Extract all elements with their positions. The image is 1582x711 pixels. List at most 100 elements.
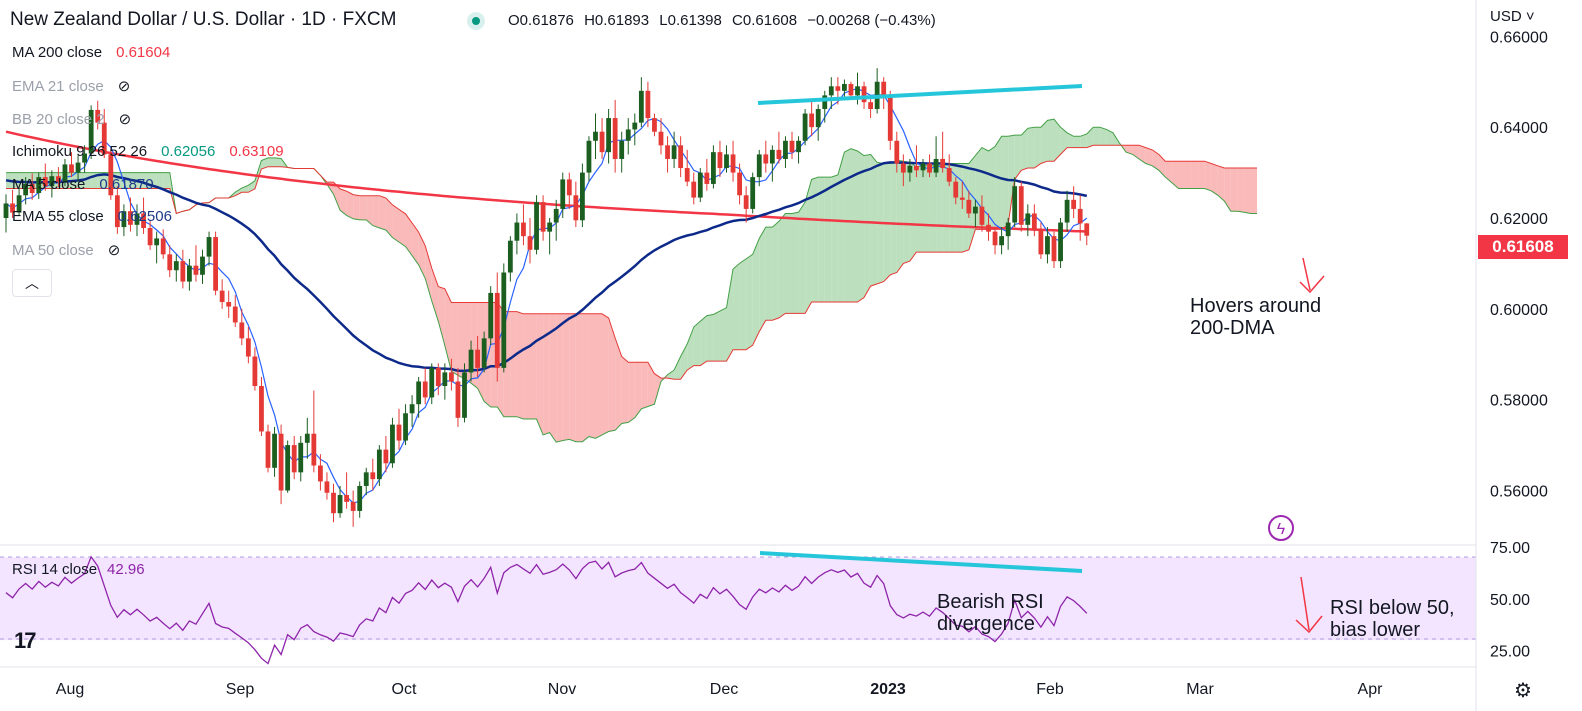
candle[interactable]: [429, 363, 435, 405]
candle[interactable]: [632, 113, 638, 146]
candle[interactable]: [586, 136, 592, 182]
candle[interactable]: [606, 109, 611, 164]
candle[interactable]: [101, 109, 107, 159]
currency-selector[interactable]: USD ˅: [1490, 8, 1535, 25]
candle[interactable]: [1038, 222, 1044, 259]
gear-icon[interactable]: ⚙: [1514, 680, 1532, 702]
candle[interactable]: [868, 95, 873, 119]
candle[interactable]: [42, 163, 48, 191]
indicator-ma50[interactable]: MA 50 close ⊘: [12, 241, 120, 259]
candle[interactable]: [449, 358, 454, 391]
candle[interactable]: [619, 131, 625, 173]
candle[interactable]: [128, 197, 133, 232]
candle[interactable]: [638, 77, 644, 128]
candle[interactable]: [802, 109, 808, 146]
candle[interactable]: [573, 181, 579, 228]
candle[interactable]: [1031, 204, 1037, 237]
candle[interactable]: [756, 149, 762, 187]
candle[interactable]: [154, 231, 160, 264]
candle[interactable]: [481, 331, 487, 373]
candle[interactable]: [750, 172, 756, 214]
candle[interactable]: [422, 367, 428, 405]
candle[interactable]: [652, 113, 657, 137]
candle[interactable]: [861, 81, 867, 109]
candle[interactable]: [1005, 218, 1011, 250]
candle[interactable]: [252, 347, 258, 391]
candle[interactable]: [390, 417, 395, 468]
candle[interactable]: [534, 195, 539, 255]
candle[interactable]: [887, 90, 893, 150]
candle[interactable]: [900, 154, 906, 187]
candle[interactable]: [88, 105, 94, 159]
candle[interactable]: [507, 236, 513, 282]
candle[interactable]: [1045, 227, 1050, 264]
candle[interactable]: [318, 454, 323, 491]
candle[interactable]: [331, 483, 336, 523]
candle[interactable]: [979, 195, 985, 232]
candle[interactable]: [953, 177, 959, 205]
candle[interactable]: [278, 424, 284, 505]
indicator-bb20[interactable]: BB 20 close 2 ⊘: [12, 110, 131, 128]
candle[interactable]: [763, 140, 769, 173]
candle[interactable]: [691, 172, 697, 205]
candle[interactable]: [239, 308, 245, 346]
candle[interactable]: [665, 136, 670, 173]
candle[interactable]: [907, 158, 913, 182]
candle[interactable]: [828, 77, 834, 109]
candle[interactable]: [409, 395, 415, 427]
indicator-rsi[interactable]: RSI 14 close 42.96: [12, 561, 145, 578]
candlesticks[interactable]: [3, 68, 1090, 527]
candle[interactable]: [245, 327, 251, 364]
annotation-rsi[interactable]: RSI below 50, bias lower: [1330, 597, 1455, 641]
candle[interactable]: [769, 145, 775, 182]
candle[interactable]: [678, 136, 684, 178]
candle[interactable]: [494, 272, 500, 382]
candle[interactable]: [1018, 181, 1024, 232]
candle[interactable]: [717, 140, 723, 178]
candle[interactable]: [285, 440, 291, 493]
indicator-ma200[interactable]: MA 200 close 0.61604: [12, 44, 170, 61]
candle[interactable]: [783, 136, 788, 169]
eye-off-icon[interactable]: ⊘: [107, 242, 121, 259]
candle[interactable]: [10, 189, 15, 218]
candle[interactable]: [324, 472, 330, 500]
indicator-ichimoku[interactable]: Ichimoku 9 26 52 26 0.62056 0.63109: [12, 143, 284, 160]
candle[interactable]: [612, 99, 618, 173]
candle[interactable]: [1077, 195, 1083, 241]
candle[interactable]: [959, 181, 965, 209]
candle[interactable]: [927, 154, 932, 178]
eye-off-icon[interactable]: ⊘: [118, 111, 132, 128]
candle[interactable]: [147, 220, 153, 250]
candle[interactable]: [200, 249, 205, 284]
candle[interactable]: [1064, 190, 1070, 232]
candle[interactable]: [625, 118, 631, 155]
candle[interactable]: [337, 485, 343, 518]
candle[interactable]: [1071, 186, 1077, 218]
candle[interactable]: [363, 467, 369, 496]
price-trendline[interactable]: [757, 84, 1083, 105]
candle[interactable]: [671, 131, 677, 169]
candle[interactable]: [946, 154, 952, 187]
indicator-ema55[interactable]: EMA 55 close 0.62506: [12, 208, 172, 225]
candle[interactable]: [560, 172, 566, 218]
candle[interactable]: [475, 336, 480, 377]
candle[interactable]: [488, 286, 494, 346]
candle[interactable]: [82, 145, 87, 173]
candle[interactable]: [75, 155, 81, 182]
down-arrow-rsi[interactable]: [1295, 576, 1323, 634]
candle[interactable]: [416, 376, 422, 418]
candle[interactable]: [121, 204, 127, 237]
candle[interactable]: [1084, 222, 1090, 246]
candle[interactable]: [304, 417, 310, 459]
candle[interactable]: [547, 218, 553, 255]
candle[interactable]: [187, 258, 192, 291]
candle[interactable]: [167, 245, 173, 278]
candle[interactable]: [357, 481, 363, 518]
down-arrow-price[interactable]: [1299, 257, 1325, 294]
market-status-icon[interactable]: [467, 12, 485, 30]
candle[interactable]: [1058, 218, 1063, 268]
candle[interactable]: [743, 186, 749, 223]
candle[interactable]: [160, 229, 166, 259]
candle[interactable]: [455, 367, 461, 427]
